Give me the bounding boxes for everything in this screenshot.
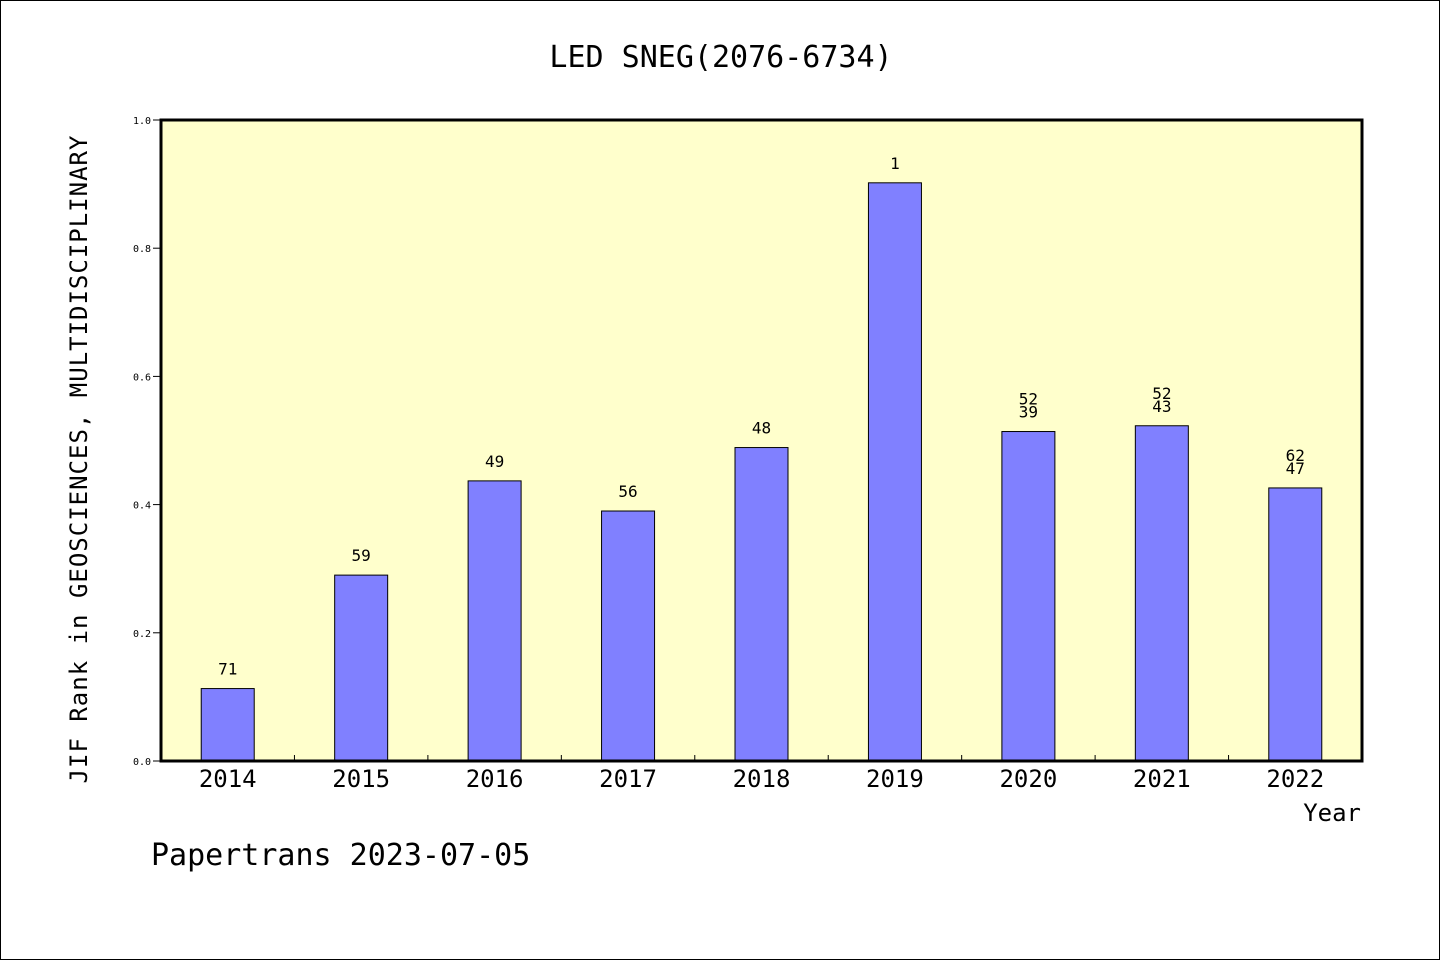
bar [734,447,789,762]
bar-data-label: 52 [1019,390,1038,409]
bar [334,574,389,762]
bar-data-label: 56 [618,482,637,501]
x-tick-label: 2021 [1133,765,1191,793]
y-axis: 0.0 0.2 0.4 0.6 0.8 1.0 [133,116,161,768]
x-tick-label: 2022 [1266,765,1324,793]
x-tick-label: 2017 [599,765,657,793]
x-axis-label: Year [1303,799,1361,827]
bar-data-label: 48 [752,419,771,438]
bars-group [200,182,1323,762]
bar-data-label: 52 [1152,384,1171,403]
y-tick-label: 0.4 [133,501,151,512]
x-tick-label: 2020 [999,765,1057,793]
x-tick-label: 2016 [466,765,524,793]
y-tick-label: 1.0 [133,116,151,127]
bar [1134,425,1189,762]
bar [601,510,656,762]
x-tick-label: 2015 [332,765,390,793]
x-tick-label: 2019 [866,765,924,793]
bar-data-label: 59 [352,546,371,565]
footer-watermark: Papertrans 2023-07-05 [151,838,530,873]
bar-data-label: 39 [1019,403,1038,422]
y-axis-label: JIF Rank in GEOSCIENCES, MULTIDISCIPLINA… [65,135,93,784]
bar [1268,487,1323,762]
bar-data-label: 1 [890,154,900,173]
x-tick-label: 2018 [733,765,791,793]
plot-border [159,118,1364,763]
bar-data-label: 62 [1286,446,1305,465]
x-tick-label: 2014 [199,765,257,793]
bar-data-label: 49 [485,452,504,471]
bar-data-label: 71 [218,660,237,679]
bar [200,688,255,762]
bar [867,182,922,762]
x-axis: 2014 2015 2016 2017 2018 2019 2020 2021 2022 [199,755,1324,793]
bar [1001,431,1056,762]
y-tick-label: 0.8 [133,244,151,255]
y-tick-label: 0.2 [133,629,151,640]
bar-data-label: 43 [1152,397,1171,416]
y-tick-label: 0.0 [133,757,151,768]
chart-title: LED SNEG(2076-6734) [549,40,892,75]
y-tick-label: 0.6 [133,372,151,383]
bar-data-label: 47 [1286,459,1305,478]
bar [467,480,522,762]
